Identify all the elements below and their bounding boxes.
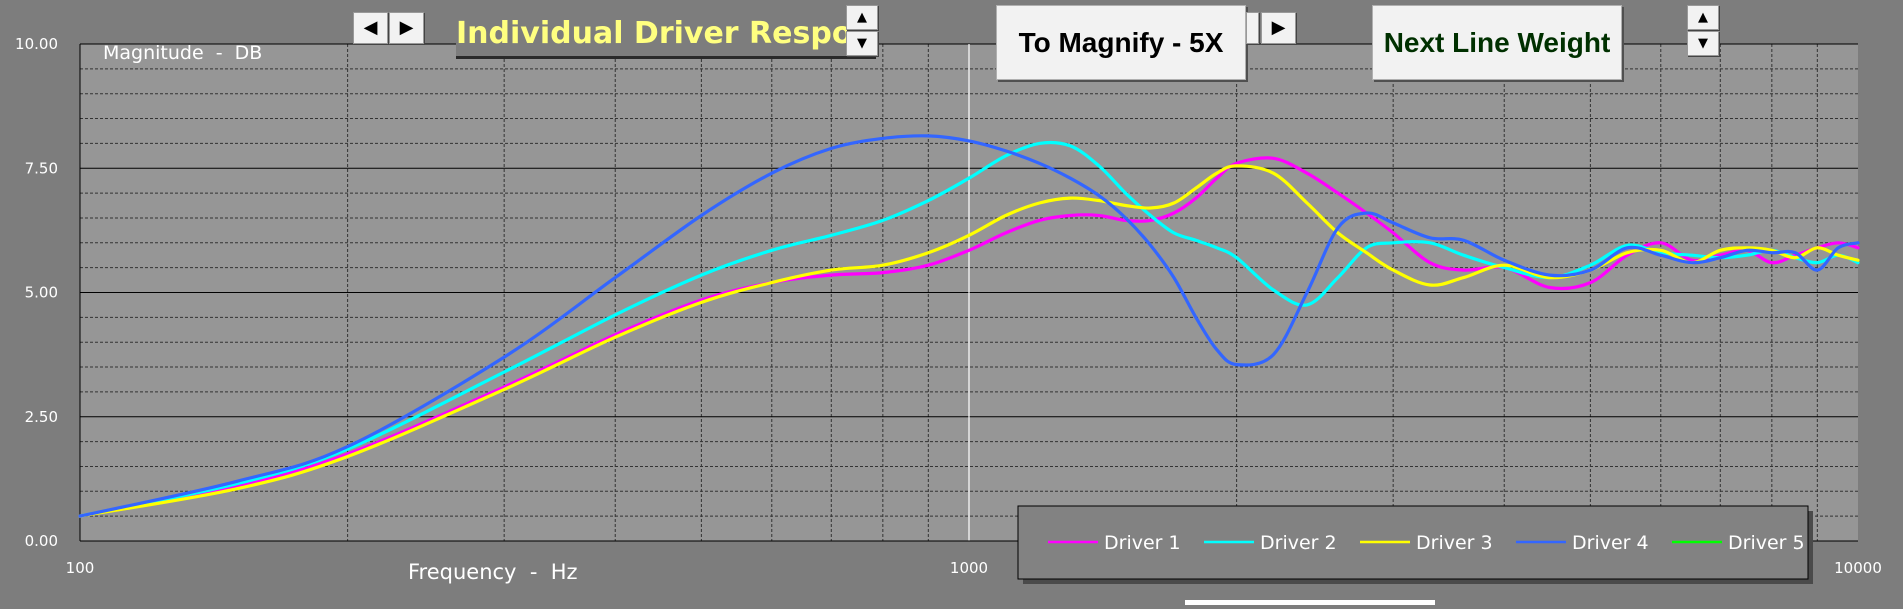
line-weight-down-button[interactable]: ▼ <box>1687 31 1719 56</box>
x-tick-label: 10000 <box>1834 559 1882 577</box>
legend-label-driver-2: Driver 2 <box>1260 532 1337 554</box>
y-tick-label: 2.50 <box>25 408 58 426</box>
bottom-scroll-thumb <box>1185 600 1435 605</box>
title-spin-down-button[interactable]: ▼ <box>846 31 878 56</box>
chart-title: Individual Driver Response <box>456 12 876 59</box>
y-tick-label: 0.00 <box>25 532 58 550</box>
legend-label-driver-4: Driver 4 <box>1572 532 1649 554</box>
legend-label-driver-1: Driver 1 <box>1104 532 1181 554</box>
next-chart-button[interactable]: ▶ <box>389 12 424 44</box>
x-tick-label: 1000 <box>950 559 988 577</box>
series-line-driver-2 <box>78 140 1860 518</box>
y-tick-label: 7.50 <box>25 159 58 177</box>
series-line-driver-4 <box>78 134 1860 518</box>
title-spin-up-button[interactable]: ▲ <box>846 5 878 30</box>
x-tick-label: 100 <box>66 559 95 577</box>
y-tick-label: 10.00 <box>15 35 58 53</box>
y-tick-label: 5.00 <box>25 284 58 302</box>
prev-chart-button[interactable]: ◀ <box>353 12 388 44</box>
legend-label-driver-5: Driver 5 <box>1728 532 1805 554</box>
series-line-driver-1 <box>78 156 1860 518</box>
magnify-next-button[interactable]: ▶ <box>1261 12 1296 44</box>
y-axis-label: Magnitude - DB <box>103 42 262 64</box>
magnify-button[interactable]: To Magnify - 5X <box>996 5 1246 80</box>
legend-label-driver-3: Driver 3 <box>1416 532 1493 554</box>
x-axis-label: Frequency - Hz <box>408 560 578 584</box>
line-weight-button[interactable]: Next Line Weight <box>1372 5 1622 80</box>
line-weight-up-button[interactable]: ▲ <box>1687 5 1719 30</box>
legend: Driver 1 Driver 2 Driver 3 Driver 4 Driver 5 <box>1017 505 1813 584</box>
magnify-prev-button[interactable] <box>1246 12 1259 44</box>
